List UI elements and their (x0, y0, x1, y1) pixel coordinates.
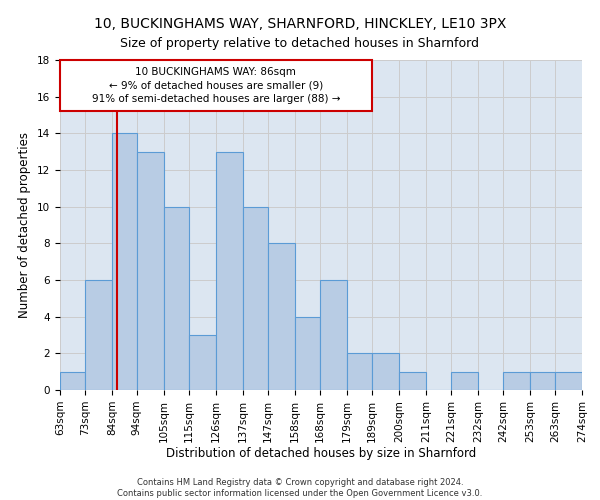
Bar (530, 372, 555, 390)
Bar (112, 134, 137, 390)
Bar (555, 372, 582, 390)
Bar (268, 244, 295, 390)
Bar (347, 354, 372, 390)
Bar (295, 316, 320, 390)
Bar (60, 372, 85, 390)
FancyBboxPatch shape (60, 60, 372, 112)
Text: Contains HM Land Registry data © Crown copyright and database right 2024.
Contai: Contains HM Land Registry data © Crown c… (118, 478, 482, 498)
X-axis label: Distribution of detached houses by size in Sharnford: Distribution of detached houses by size … (166, 448, 476, 460)
Bar (137, 152, 164, 390)
Bar (503, 372, 530, 390)
Text: Size of property relative to detached houses in Sharnford: Size of property relative to detached ho… (121, 38, 479, 51)
Bar (216, 152, 243, 390)
Text: 10 BUCKINGHAMS WAY: 86sqm
← 9% of detached houses are smaller (9)
91% of semi-de: 10 BUCKINGHAMS WAY: 86sqm ← 9% of detach… (92, 68, 340, 104)
Bar (85, 280, 112, 390)
Text: 10, BUCKINGHAMS WAY, SHARNFORD, HINCKLEY, LE10 3PX: 10, BUCKINGHAMS WAY, SHARNFORD, HINCKLEY… (94, 18, 506, 32)
Bar (188, 335, 216, 390)
Bar (320, 280, 347, 390)
Bar (451, 372, 478, 390)
Y-axis label: Number of detached properties: Number of detached properties (19, 132, 31, 318)
Bar (164, 206, 188, 390)
Bar (243, 206, 268, 390)
Bar (372, 354, 399, 390)
Bar (399, 372, 426, 390)
